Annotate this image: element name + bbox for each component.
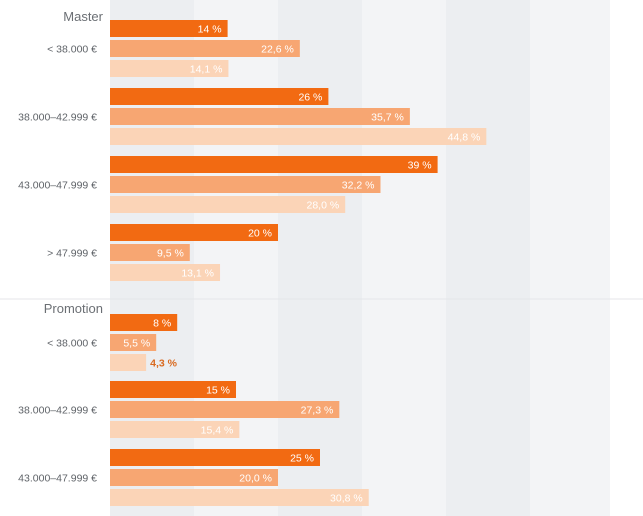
data-label: 14 % (198, 24, 222, 36)
grid-band-2 (278, 0, 362, 516)
bar-series-2 (110, 176, 381, 193)
data-label: 9,5 % (157, 248, 184, 260)
bar-series-3 (110, 421, 240, 438)
bar-series-2 (110, 469, 278, 486)
section-title: Master (63, 9, 103, 24)
bar-series-1 (110, 224, 278, 241)
bar-series-3 (110, 264, 221, 281)
bar-series-2 (110, 108, 410, 125)
bar-series-3 (110, 196, 346, 213)
data-label: 15 % (206, 385, 230, 397)
data-label: 28,0 % (306, 200, 339, 212)
data-label: 20 % (248, 228, 272, 240)
bar-series-3 (110, 354, 147, 371)
bar-series-2 (110, 334, 157, 351)
data-label: 30,8 % (330, 493, 363, 505)
section-title: Promotion (44, 301, 103, 316)
data-label: 26 % (298, 92, 322, 104)
bar-series-1 (110, 381, 236, 398)
category-labels: Master < 38.000 € 38.000–42.999 € 43.000–47… (18, 9, 103, 485)
data-label: 8 % (153, 318, 171, 330)
bar-series-3 (110, 60, 229, 77)
data-label: 14,1 % (190, 64, 223, 76)
data-label: 35,7 % (371, 112, 404, 124)
data-label: 22,6 % (261, 44, 294, 56)
bar-series-1 (110, 88, 329, 105)
data-label: 5,5 % (123, 338, 150, 350)
grid-band-1 (194, 0, 278, 516)
data-label: 25 % (290, 453, 314, 465)
data-label: 27,3 % (301, 405, 334, 417)
category-label: < 38.000 € (47, 338, 97, 350)
category-label: 38.000–42.999 € (18, 112, 97, 124)
data-label: 32,2 % (342, 180, 375, 192)
bar-series-3 (110, 128, 487, 145)
category-label: > 47.999 € (47, 248, 97, 260)
bar-series-2 (110, 401, 340, 418)
bar-series-1 (110, 156, 438, 173)
bar-series-1 (110, 20, 228, 37)
category-label: < 38.000 € (47, 44, 97, 56)
data-label: 4,3 % (150, 358, 178, 370)
data-label: 15,4 % (201, 425, 234, 437)
bar-series-3 (110, 489, 369, 506)
category-label: 43.000–47.999 € (18, 180, 97, 192)
data-label: 39 % (408, 160, 432, 172)
grid-band-4 (446, 0, 530, 516)
bar-series-2 (110, 40, 300, 57)
grid-band-3 (362, 0, 446, 516)
bars: 14 % 22,6 % 14,1 % 26 % 35,7 % 44,8 % 39 % 32,2… (110, 20, 487, 506)
category-label: 43.000–47.999 € (18, 473, 97, 485)
category-label: 38.000–42.999 € (18, 405, 97, 417)
bar-series-1 (110, 314, 178, 331)
data-label: 44,8 % (448, 132, 481, 144)
bar-series-2 (110, 244, 190, 261)
bar-series-1 (110, 449, 320, 466)
data-label: 20,0 % (239, 473, 272, 485)
data-label: 13,1 % (181, 268, 214, 280)
grid-band-5 (530, 0, 610, 516)
